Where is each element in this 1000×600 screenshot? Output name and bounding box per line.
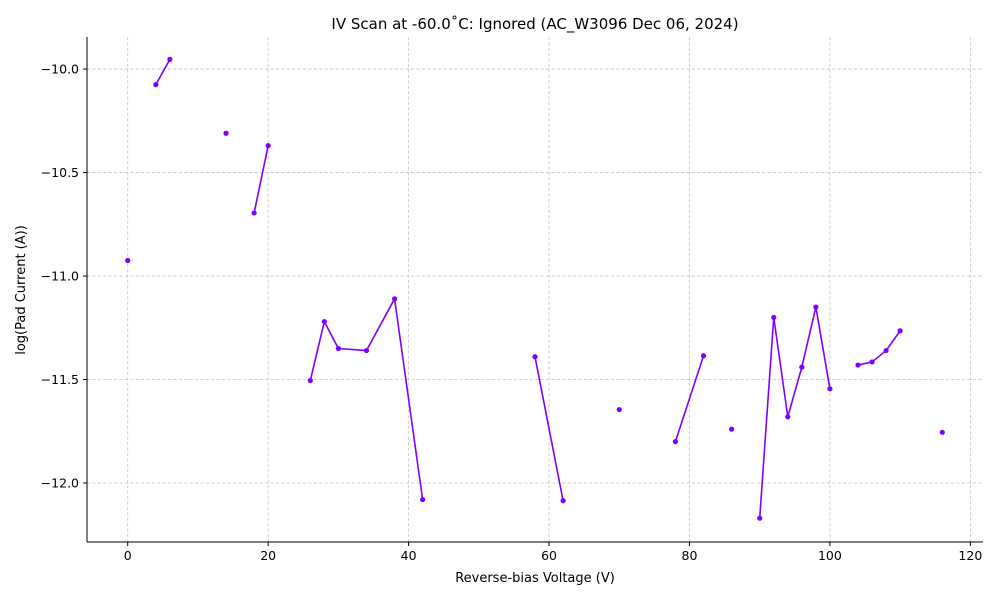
data-layer	[125, 56, 945, 521]
series-line-segment	[674, 355, 705, 442]
data-point	[560, 498, 566, 504]
x-tick-label: 120	[958, 548, 982, 563]
data-point	[785, 414, 791, 420]
series-line-segment	[534, 356, 564, 501]
data-point	[125, 257, 131, 264]
x-tick-label: 20	[260, 548, 276, 563]
data-point	[757, 515, 763, 521]
data-point	[223, 130, 229, 136]
data-point	[265, 143, 271, 149]
y-tick-label: −10.0	[41, 62, 79, 77]
chart-title: IV Scan at -60.0˚C: Ignored (AC_W3096 De…	[331, 15, 738, 34]
data-point	[321, 318, 327, 325]
y-tick-label: −12.0	[41, 476, 79, 491]
data-point	[729, 426, 735, 432]
data-point	[251, 210, 257, 216]
axes-layer	[86, 37, 983, 543]
data-point	[363, 347, 370, 354]
x-axis-title: Reverse-bias Voltage (V)	[455, 571, 615, 586]
series-line-segment	[857, 330, 901, 366]
data-point	[167, 56, 173, 62]
data-point	[813, 304, 819, 310]
series-line-segment	[155, 58, 171, 85]
data-point	[307, 377, 313, 384]
data-point	[883, 347, 889, 354]
data-point	[771, 314, 777, 321]
data-point	[672, 439, 679, 445]
data-point	[939, 429, 945, 435]
x-tick-label: 40	[401, 548, 417, 563]
x-tick-label: 0	[124, 548, 132, 563]
data-point	[827, 386, 833, 392]
data-point	[897, 328, 903, 334]
data-point	[855, 362, 861, 368]
y-axis-title: log(Pad Current (A))	[14, 225, 29, 355]
data-point	[799, 364, 805, 370]
data-point	[153, 82, 159, 88]
y-tick-label: −10.5	[41, 165, 79, 180]
series-line-segment	[758, 306, 831, 519]
y-tick-label: −11.0	[41, 269, 79, 284]
data-point	[532, 354, 538, 360]
x-tick-label: 60	[541, 548, 557, 563]
data-point	[391, 296, 398, 302]
series-line-segment	[309, 298, 424, 500]
series-line-segment	[253, 145, 269, 214]
ticks-layer: 0 20 40 60 80 100 120 −10.0 −10.5 −11.0 −11.5 −12.0	[41, 62, 983, 563]
x-tick-label: 80	[682, 548, 698, 563]
x-tick-label: 100	[818, 548, 842, 563]
y-tick-label: −11.5	[41, 372, 79, 387]
data-point	[616, 406, 622, 413]
data-point	[700, 353, 707, 359]
data-point	[420, 496, 426, 503]
data-point	[869, 359, 875, 365]
data-point	[335, 345, 341, 352]
grid-layer	[87, 37, 983, 542]
